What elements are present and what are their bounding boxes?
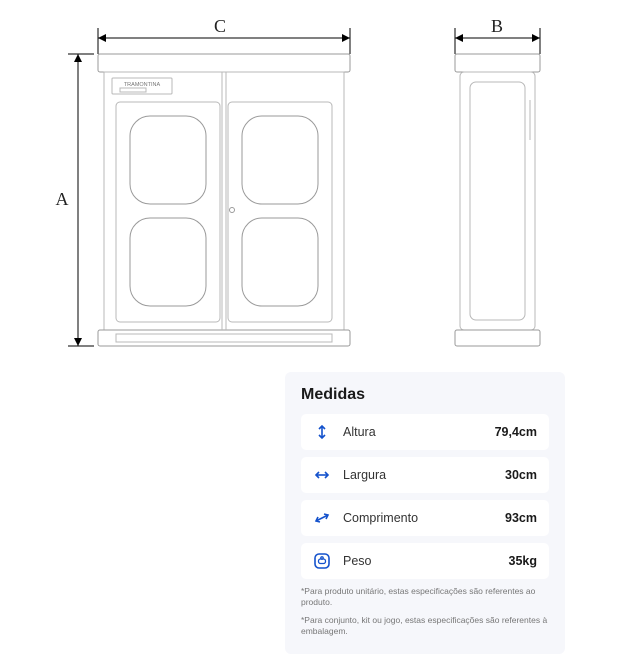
row-altura: Altura 79,4cm (301, 414, 549, 450)
height-icon (313, 423, 331, 441)
row-label: Peso (343, 554, 509, 568)
row-value: 79,4cm (495, 425, 537, 439)
dim-a-label: A (56, 189, 69, 209)
row-value: 30cm (505, 468, 537, 482)
row-label: Comprimento (343, 511, 505, 525)
dim-c-label: C (214, 16, 226, 36)
row-peso: Peso 35kg (301, 543, 549, 579)
length-icon (313, 509, 331, 527)
note-1: *Para produto unitário, estas especifica… (301, 586, 549, 609)
row-label: Largura (343, 468, 505, 482)
panel-title: Medidas (301, 386, 549, 404)
brand-plate: TRAMONTINA (124, 82, 161, 88)
row-largura: Largura 30cm (301, 457, 549, 493)
row-value: 93cm (505, 511, 537, 525)
weight-icon (313, 552, 331, 570)
row-label: Altura (343, 425, 495, 439)
width-icon (313, 466, 331, 484)
dim-b-label: B (491, 16, 503, 36)
technical-drawing: C A TRAMONTINA B (0, 10, 620, 370)
row-comprimento: Comprimento 93cm (301, 500, 549, 536)
row-value: 35kg (509, 554, 538, 568)
measurements-panel: Medidas Altura 79,4cm Largura 30cm (285, 372, 565, 654)
note-2: *Para conjunto, kit ou jogo, estas espec… (301, 615, 549, 638)
